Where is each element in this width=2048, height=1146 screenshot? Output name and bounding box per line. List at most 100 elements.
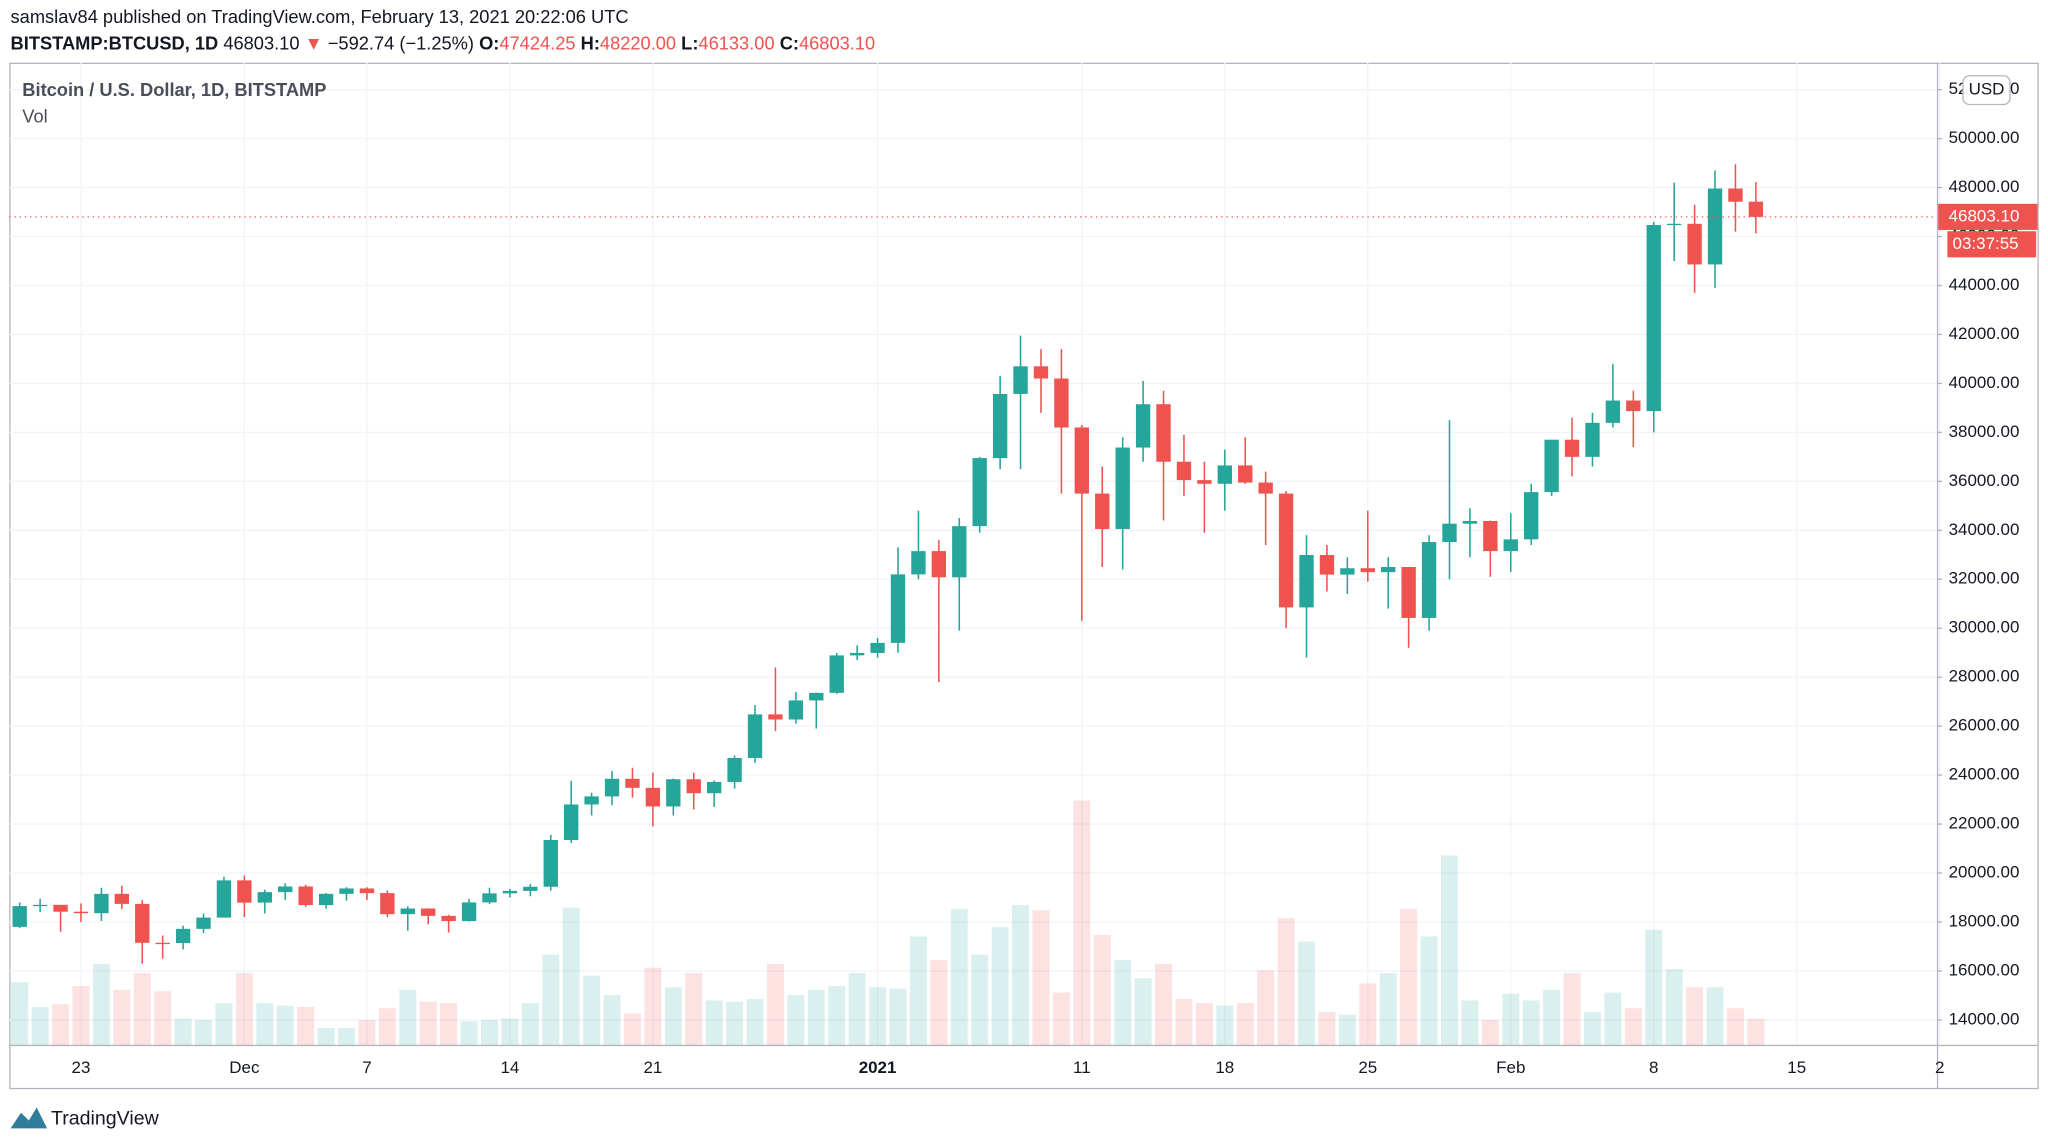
candle-body	[992, 393, 1008, 459]
candle-body	[135, 903, 150, 943]
volume-bar	[685, 972, 703, 1045]
volume-bar	[1379, 972, 1397, 1045]
candle-body	[1299, 555, 1314, 608]
volume-bar	[1665, 969, 1683, 1045]
y-tick-label: 32000.00	[1949, 569, 2020, 588]
y-tick-label: 36000.00	[1949, 471, 2020, 490]
candle-body	[175, 928, 191, 944]
x-tick-label: 15	[1787, 1058, 1806, 1077]
candle-layer	[12, 164, 1764, 964]
volume-bar	[746, 999, 764, 1045]
brand-logo	[10, 1107, 48, 1129]
y-tick-label: 44000.00	[1949, 275, 2020, 294]
candle-body	[73, 911, 89, 914]
x-tick-label: 14	[500, 1058, 519, 1077]
candle-body	[1156, 404, 1171, 462]
candle-body	[1340, 568, 1355, 575]
candle-body	[1544, 439, 1559, 493]
volume-bar	[1257, 970, 1275, 1045]
candle-body	[1564, 439, 1580, 457]
volume-bar	[215, 1002, 233, 1045]
candle-body	[318, 893, 334, 906]
candle-body	[1748, 201, 1764, 217]
volume-bar	[1298, 941, 1315, 1045]
volume-bar	[1236, 1002, 1254, 1045]
volume-bar	[562, 907, 580, 1045]
volume-bar	[1686, 987, 1704, 1045]
candle-body	[1197, 480, 1212, 484]
volume-bar	[1502, 993, 1520, 1045]
volume-bar	[1277, 918, 1295, 1045]
y-tick-label: 16000.00	[1949, 960, 2020, 979]
y-tick-label: 38000.00	[1949, 422, 2020, 441]
volume-bar	[950, 908, 968, 1045]
candle-body	[584, 796, 599, 805]
candle-body	[12, 906, 27, 927]
volume-bar	[52, 1004, 70, 1045]
candle-body	[543, 839, 558, 887]
x-tick-label: 11	[1073, 1058, 1091, 1077]
volume-bar	[1073, 800, 1091, 1045]
candle-body	[523, 886, 538, 891]
candle-body	[216, 880, 232, 918]
candle-body	[1013, 366, 1028, 394]
candle-body	[1728, 188, 1743, 202]
candle-body	[482, 893, 497, 903]
candle-body	[645, 787, 661, 807]
volume-bar	[1747, 1018, 1765, 1045]
candle-body	[1421, 542, 1437, 618]
volume-bar	[399, 989, 417, 1045]
volume-bar	[623, 1013, 641, 1045]
y-tick-label: 20000.00	[1949, 863, 2020, 882]
legend-volume: Vol	[22, 105, 47, 126]
candle-body	[1115, 447, 1130, 530]
candle-body	[1135, 404, 1151, 448]
y-tick-label: 34000.00	[1949, 520, 2020, 539]
axes: 14000.00 16000.00 18000.00 20000.00 22000.00…	[9, 75, 2038, 1077]
volume-bar	[1604, 992, 1622, 1045]
candle-body	[94, 893, 109, 914]
volume-bar	[1338, 1014, 1356, 1045]
candle-body	[972, 458, 987, 527]
y-tick-label: 22000.00	[1949, 814, 2020, 833]
open-label: O:	[479, 32, 499, 53]
candle-body	[911, 551, 926, 575]
candle-body	[931, 551, 947, 578]
volume-bar	[378, 1008, 396, 1045]
volume-bar	[1134, 978, 1152, 1045]
candle-body	[1238, 465, 1253, 483]
y-tick-label: 48000.00	[1949, 177, 2020, 196]
currency-label: USD	[1969, 80, 2005, 99]
volume-bar	[256, 1002, 274, 1045]
countdown-label: 03:37:55	[1953, 234, 2019, 253]
candle-body	[1687, 223, 1702, 265]
volume-bar	[1420, 936, 1438, 1045]
candle-body	[237, 880, 252, 903]
candle-body	[564, 804, 579, 840]
candle-body	[1054, 378, 1069, 428]
candle-body	[502, 890, 518, 894]
change: −592.74 (−1.25%)	[328, 32, 474, 53]
candle-body	[829, 655, 844, 693]
x-tick-label: 2021	[859, 1058, 897, 1077]
volume-bar	[1400, 908, 1418, 1045]
candle-body	[1095, 493, 1110, 530]
y-tick-label: 28000.00	[1949, 667, 2020, 686]
x-tick-label: 7	[362, 1058, 371, 1077]
candle-body	[441, 915, 456, 922]
candle-body	[604, 778, 620, 797]
candle-body	[1524, 492, 1539, 540]
volume-bar	[909, 936, 927, 1045]
volume-bar	[664, 987, 682, 1045]
volume-bar	[358, 1019, 376, 1045]
countdown-badge	[1947, 231, 2037, 258]
candle-body	[1360, 568, 1375, 573]
candle-body	[788, 700, 804, 720]
volume-bar	[1093, 935, 1111, 1045]
volume-bar	[1583, 1012, 1601, 1045]
y-tick-label: 14000.00	[1949, 1009, 2020, 1028]
volume-bar	[807, 989, 825, 1045]
grid	[9, 62, 1941, 1045]
candle-body	[339, 888, 354, 894]
y-tick-label: 40000.00	[1949, 373, 2020, 392]
